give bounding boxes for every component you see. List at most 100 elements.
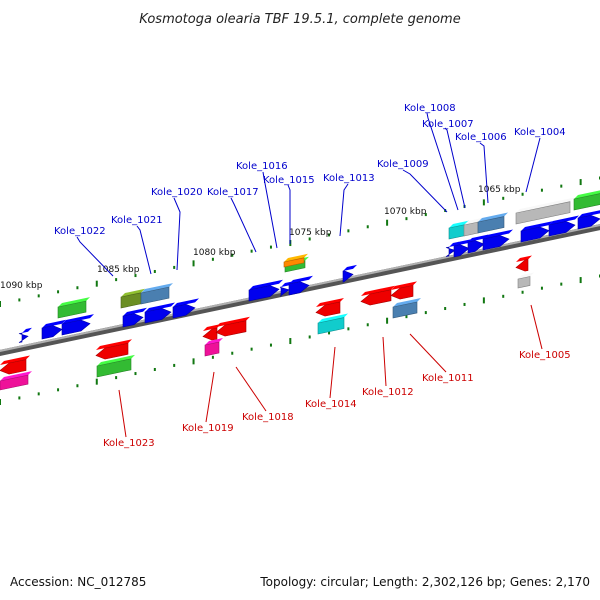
gene-feature xyxy=(279,281,293,297)
scale-label: 1085 kbp xyxy=(97,265,140,275)
tick-mark xyxy=(308,237,311,241)
gene-outline xyxy=(18,332,29,343)
gene-top-face xyxy=(0,355,30,365)
gene-body xyxy=(468,240,484,253)
leader-line xyxy=(76,236,114,277)
gene-label[interactable]: Kole_1022 xyxy=(54,226,106,237)
tick-mark xyxy=(153,367,156,371)
tick-mark xyxy=(366,323,369,327)
tick-mark xyxy=(192,358,195,365)
gene-outline xyxy=(0,359,27,375)
gene-feature xyxy=(573,190,600,211)
gene-label[interactable]: Kole_1019 xyxy=(182,423,234,434)
tick-mark xyxy=(18,298,21,302)
scale-labels: 1090 kbp 1085 kbp 1080 kbp 1075 kbp 1070… xyxy=(0,185,521,291)
tick-mark xyxy=(444,307,447,311)
tick-mark xyxy=(250,249,253,253)
leader-line xyxy=(426,112,459,211)
gene-body xyxy=(0,375,28,390)
gene-outline xyxy=(41,325,63,340)
gene-label[interactable]: Kole_1008 xyxy=(404,103,456,114)
gene-outline xyxy=(144,308,172,324)
gene-outline xyxy=(315,301,341,317)
tick-mark xyxy=(115,376,118,380)
tick-mark xyxy=(579,277,582,284)
leader-line xyxy=(287,184,291,244)
gene-outline xyxy=(573,193,600,211)
gene-label[interactable]: Kole_1015 xyxy=(263,175,315,186)
gene-outline xyxy=(392,301,418,319)
gene-top-face xyxy=(449,241,459,247)
gene-top-face xyxy=(361,285,395,296)
gene-label[interactable]: Kole_1013 xyxy=(323,173,375,184)
gene-label[interactable]: Kole_1017 xyxy=(207,187,259,198)
gene-body xyxy=(483,235,509,250)
gene-label[interactable]: Kole_1014 xyxy=(305,399,357,410)
gene-feature xyxy=(453,238,473,258)
tick-mark xyxy=(134,274,137,278)
gene-body xyxy=(96,343,128,360)
gene-top-face xyxy=(203,324,221,331)
tick-mark xyxy=(502,196,505,200)
tick-mark xyxy=(289,338,292,345)
gene-outline xyxy=(215,320,247,337)
gene-outline xyxy=(288,281,310,296)
tick-mark xyxy=(134,372,137,376)
gene-label[interactable]: Kole_1006 xyxy=(455,132,507,143)
tick-mark xyxy=(579,179,582,186)
leader-line xyxy=(173,197,181,271)
leader-line xyxy=(525,137,541,193)
gene-label[interactable]: Kole_1005 xyxy=(519,350,571,361)
label-leaders xyxy=(76,112,543,438)
gene-body xyxy=(391,285,413,300)
gene-outline xyxy=(445,246,456,257)
gene-body xyxy=(464,222,478,236)
gene-body xyxy=(173,304,195,318)
gene-top-face xyxy=(454,238,473,246)
tick-mark xyxy=(347,229,350,233)
gene-top-face xyxy=(145,302,175,312)
gene-label[interactable]: Kole_1004 xyxy=(514,127,566,138)
gene-outline xyxy=(360,289,392,306)
tick-mark xyxy=(463,302,466,306)
gene-outline xyxy=(172,303,196,319)
gene-label[interactable]: Kole_1023 xyxy=(103,438,155,449)
gene-top-face xyxy=(518,272,534,279)
gene-label[interactable]: Kole_1016 xyxy=(236,161,288,172)
gene-body xyxy=(141,287,169,304)
gene-top-face xyxy=(62,314,94,324)
tick-mark xyxy=(231,253,234,257)
gene-body xyxy=(516,259,528,272)
scale-label: 1075 kbp xyxy=(289,228,332,238)
gene-outline xyxy=(477,216,505,234)
gene-label[interactable]: Kole_1009 xyxy=(377,159,429,170)
gene-label[interactable]: Kole_1011 xyxy=(422,373,474,384)
gene-label[interactable]: Kole_1012 xyxy=(362,387,414,398)
gene-feature xyxy=(0,355,30,375)
gene-body xyxy=(203,328,217,341)
gene-top-face xyxy=(521,221,553,231)
gene-feature xyxy=(577,210,600,230)
gene-outline xyxy=(482,235,510,251)
gene-feature xyxy=(515,197,574,225)
gene-body xyxy=(316,301,340,317)
gene-top-face xyxy=(449,220,469,228)
gene-top-face xyxy=(391,281,417,290)
gene-outline xyxy=(520,226,550,243)
gene-label[interactable]: Kole_1020 xyxy=(151,187,203,198)
tick-mark xyxy=(192,260,195,267)
gene-label[interactable]: Kole_1018 xyxy=(242,412,294,423)
gene-top-face xyxy=(289,275,313,284)
gene-outline xyxy=(342,270,354,283)
gene-label[interactable]: Kole_1007 xyxy=(422,119,474,130)
gene-body xyxy=(121,292,141,308)
gene-top-face xyxy=(318,313,348,323)
gene-top-face xyxy=(516,197,574,213)
gene-top-face xyxy=(121,288,145,297)
gene-top-face xyxy=(97,354,135,366)
gene-top-face xyxy=(316,297,344,307)
gene-label[interactable]: Kole_1021 xyxy=(111,215,163,226)
gene-body xyxy=(123,313,143,327)
leader-line xyxy=(402,169,448,213)
gene-outline xyxy=(279,286,290,297)
